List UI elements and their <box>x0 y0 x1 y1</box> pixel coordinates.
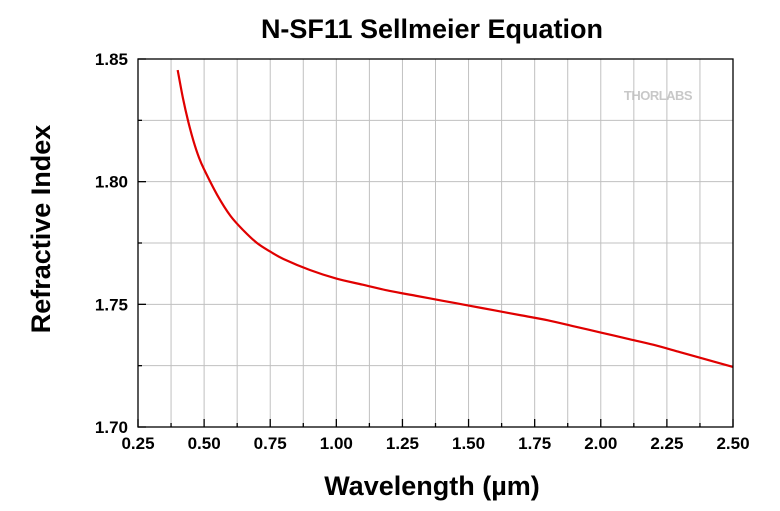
axis-ticks <box>137 58 734 428</box>
x-tick-label: 2.25 <box>650 434 683 453</box>
y-tick-label: 1.80 <box>95 173 128 192</box>
x-tick-label: 1.50 <box>452 434 485 453</box>
y-tick-label: 1.70 <box>95 418 128 437</box>
chart-title: N-SF11 Sellmeier Equation <box>261 14 603 44</box>
y-tick-label: 1.85 <box>95 50 128 69</box>
x-tick-label: 2.00 <box>584 434 617 453</box>
grid-lines <box>137 58 734 428</box>
x-axis-label: Wavelength (µm) <box>324 471 540 501</box>
x-tick-labels: 0.25 0.50 0.75 1.00 1.25 1.50 1.75 2.00 2.25 2.50 <box>121 434 749 453</box>
series-line-n-sf11 <box>176 69 734 368</box>
x-tick-label: 1.75 <box>518 434 551 453</box>
x-tick-label: 2.50 <box>716 434 749 453</box>
x-tick-label: 0.50 <box>188 434 221 453</box>
plot-frame <box>137 58 734 428</box>
x-tick-label: 0.25 <box>121 434 154 453</box>
y-tick-label: 1.75 <box>95 295 128 314</box>
x-tick-label: 0.75 <box>254 434 287 453</box>
y-axis-label: Refractive Index <box>26 125 56 334</box>
y-tick-labels: 1.70 1.75 1.80 1.85 <box>95 50 128 437</box>
thorlabs-watermark: THORLABS <box>624 88 693 103</box>
x-tick-label: 1.00 <box>320 434 353 453</box>
x-tick-label: 1.25 <box>386 434 419 453</box>
